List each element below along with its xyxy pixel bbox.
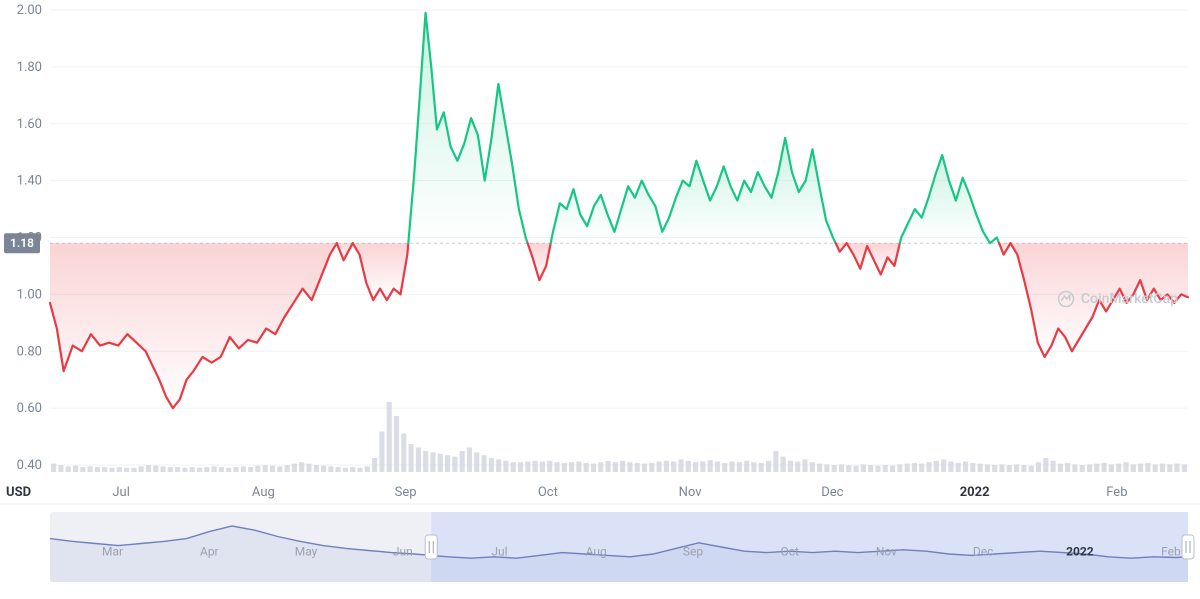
watermark-text: CoinMarketCap [1081,291,1178,307]
svg-text:2022: 2022 [960,485,990,500]
svg-text:Feb: Feb [1161,544,1181,558]
svg-text:Apr: Apr [200,544,219,558]
svg-text:Jun: Jun [393,544,413,558]
svg-text:Mar: Mar [102,544,123,558]
svg-text:0.40: 0.40 [17,458,42,473]
svg-text:USD: USD [6,485,31,500]
svg-text:2022: 2022 [1066,544,1094,558]
svg-text:1.40: 1.40 [17,174,42,189]
svg-text:1.00: 1.00 [17,287,42,302]
svg-text:2.00: 2.00 [17,3,42,18]
svg-text:0.60: 0.60 [17,401,42,416]
svg-text:Oct: Oct [538,485,558,500]
svg-text:Jul: Jul [112,485,130,500]
svg-text:Aug: Aug [252,485,275,500]
watermark: CoinMarketCap [1057,290,1178,308]
svg-text:May: May [295,544,318,558]
svg-text:1.60: 1.60 [17,117,42,132]
svg-text:1.18: 1.18 [10,236,34,250]
svg-text:0.80: 0.80 [17,344,42,359]
svg-text:Dec: Dec [973,544,994,558]
svg-text:Aug: Aug [586,544,607,558]
svg-text:Oct: Oct [780,544,799,558]
svg-text:Dec: Dec [821,485,843,500]
svg-text:Sep: Sep [683,544,703,558]
svg-text:1.80: 1.80 [17,60,42,75]
svg-text:Nov: Nov [679,485,703,500]
price-chart[interactable]: 0.400.600.801.001.201.401.601.802.001.18… [0,0,1200,595]
coinmarketcap-logo-icon [1057,290,1075,308]
svg-text:Jul: Jul [491,544,507,558]
svg-text:Nov: Nov [876,544,897,558]
svg-text:Feb: Feb [1106,485,1127,500]
svg-text:Sep: Sep [395,485,417,500]
